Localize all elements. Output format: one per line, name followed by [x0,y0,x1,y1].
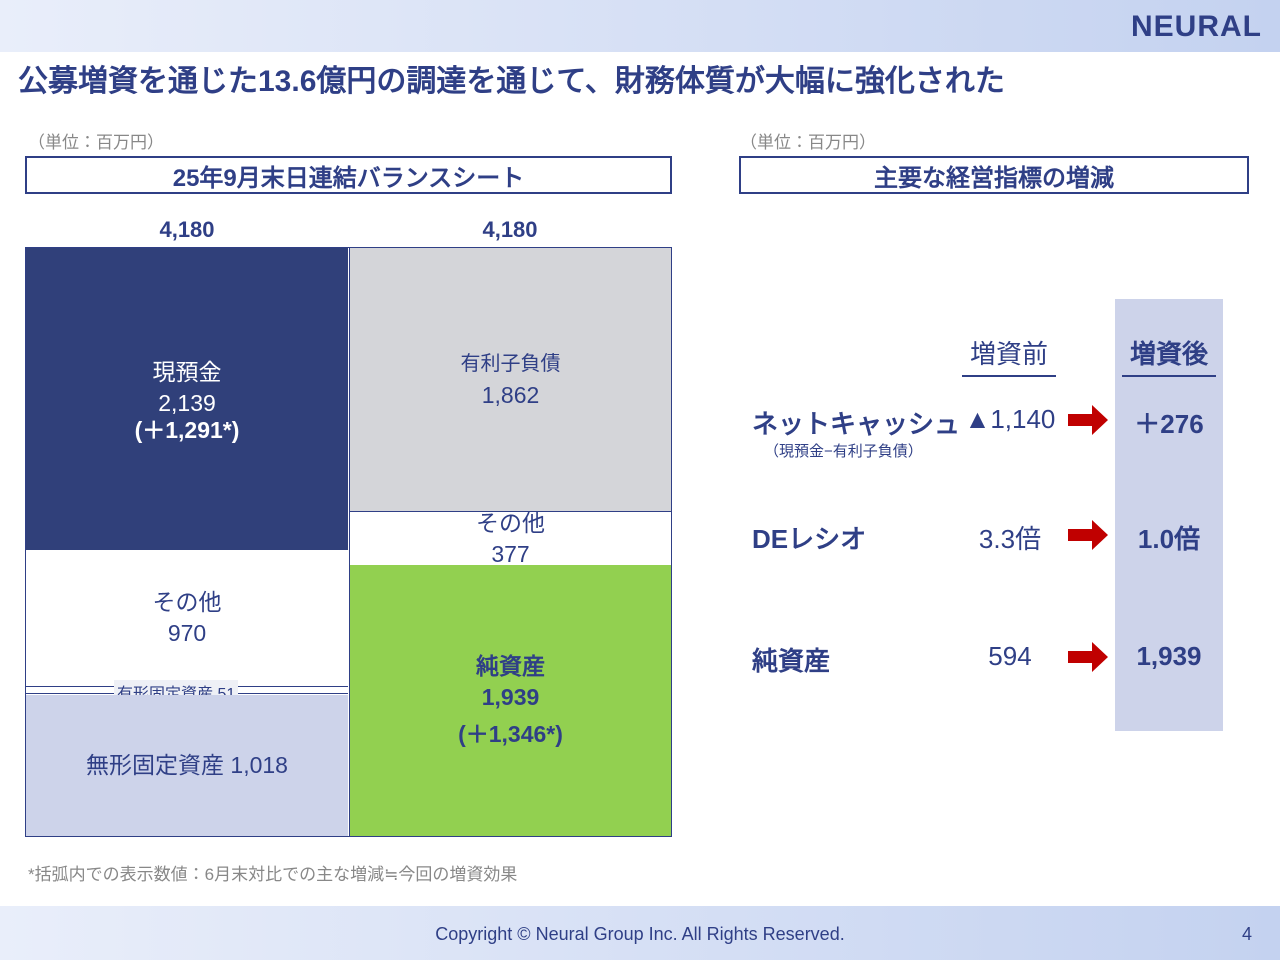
intangible-block: 無形固定資産 1,018 [26,695,348,836]
label: その他 [476,509,545,536]
arrows [1068,405,1108,672]
footnote: *括弧内での表示数値：6月末対比での主な増減≒今回の増資効果 [28,865,518,884]
row-label: DEレシオ [752,524,867,554]
label: 有利子負債 [460,352,561,375]
label: 無形固定資産 1,018 [86,752,288,778]
after-column-bg [1115,299,1223,731]
label: 現預金 [152,359,222,385]
column-header: 増資後 [1122,334,1216,377]
bottom-bar [0,906,1280,960]
value: 2,139 [158,390,216,416]
column-header: 増資前 [962,334,1056,377]
value: 377 [491,540,530,567]
total: 4,180 [159,217,215,242]
unit-note: （単位：百万円） [28,133,164,152]
other-assets-block: その他 970 [26,550,348,686]
value: 970 [167,620,207,646]
value: 1,862 [481,381,540,408]
debt-block: 有利子負債 1,862 [349,248,671,511]
copyright: Copyright © Neural Group Inc. All Rights… [435,924,845,944]
label: 純資産 [476,653,545,679]
note: (＋1,291*) [134,417,240,443]
value: 1,939 [481,684,540,710]
after-value: 1,939 [1136,641,1202,671]
other-liab-block: その他 377 [349,509,671,567]
row-label: 純資産 [752,646,831,676]
before-value: 3.3倍 [978,524,1042,554]
after-value: 1.0倍 [1137,524,1201,554]
cash-block: 現預金 2,139 (＋1,291*) [26,248,348,550]
top-bar [0,0,1280,52]
row-sublabel: （現預金−有利子負債） [764,443,923,460]
before-value: 594 [988,641,1032,671]
note: (＋1,346*) [458,721,563,747]
logo: NEURAL [1131,10,1262,43]
balance-frame [25,247,672,837]
after-value: ＋276 [1134,409,1204,439]
section-heading: 主要な経営指標の増減 [739,156,1249,194]
row-label: ネットキャッシュ [752,409,961,439]
section-heading: 25年9月末日連結バランスシート [25,156,672,194]
label: その他 [152,589,222,615]
unit-note: （単位：百万円） [740,133,876,152]
page-number: 4 [1242,924,1253,944]
total: 4,180 [482,217,538,242]
slide-title: 公募増資を通じた13.6億円の調達を通じて、財務体質が大幅に強化された [18,65,1005,98]
before-value: ▲1,140 [964,404,1056,434]
equity-block: 純資産 1,939 (＋1,346*) [349,565,671,836]
